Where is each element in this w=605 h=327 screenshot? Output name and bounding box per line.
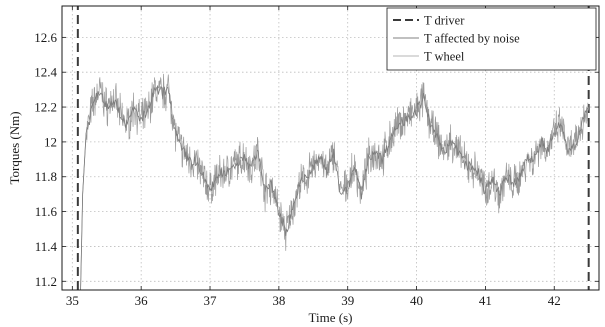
y-tick-label: 11.6 <box>35 204 58 219</box>
x-tick-label: 42 <box>548 293 561 308</box>
legend: T driver T affected by noise T wheel <box>386 7 597 71</box>
y-tick-label: 12.2 <box>34 100 57 115</box>
ticks: 35 36 37 38 39 40 41 42 11.2 11.4 11.6 11.8 12 12.2 12… <box>34 6 599 308</box>
x-tick-label: 40 <box>410 293 423 308</box>
y-tick-label: 11.2 <box>35 274 57 289</box>
legend-label: T affected by noise <box>424 32 520 46</box>
x-tick-label: 36 <box>135 293 149 308</box>
x-tick-label: 39 <box>341 293 354 308</box>
y-axis-label: Torques (Nm) <box>7 111 22 184</box>
series-t-affected-by-noise-line <box>80 73 590 290</box>
x-axis-label: Time (s) <box>309 310 353 325</box>
legend-box <box>386 7 597 71</box>
legend-label: T driver <box>424 14 465 28</box>
legend-label: T wheel <box>424 50 465 64</box>
x-tick-label: 41 <box>479 293 492 308</box>
y-tick-label: 12.4 <box>34 65 57 80</box>
x-tick-label: 37 <box>204 293 218 308</box>
x-tick-label: 35 <box>66 293 79 308</box>
y-tick-label: 11.8 <box>35 169 57 184</box>
y-tick-label: 12.6 <box>34 30 57 45</box>
grid <box>62 6 599 290</box>
series-t-wheel-line <box>80 85 589 290</box>
x-tick-label: 38 <box>272 293 285 308</box>
y-tick-label: 12 <box>44 134 57 149</box>
y-tick-label: 11.4 <box>35 239 58 254</box>
plot-frame <box>61 5 600 291</box>
